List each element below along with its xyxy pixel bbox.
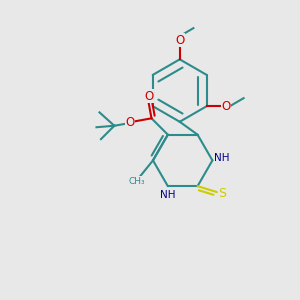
Text: O: O [125, 116, 134, 129]
Text: NH: NH [160, 190, 176, 200]
Text: NH: NH [214, 153, 230, 163]
Text: S: S [218, 187, 226, 200]
Text: O: O [175, 34, 184, 46]
Text: O: O [144, 89, 153, 103]
Text: CH₃: CH₃ [128, 177, 145, 186]
Text: O: O [221, 100, 231, 113]
